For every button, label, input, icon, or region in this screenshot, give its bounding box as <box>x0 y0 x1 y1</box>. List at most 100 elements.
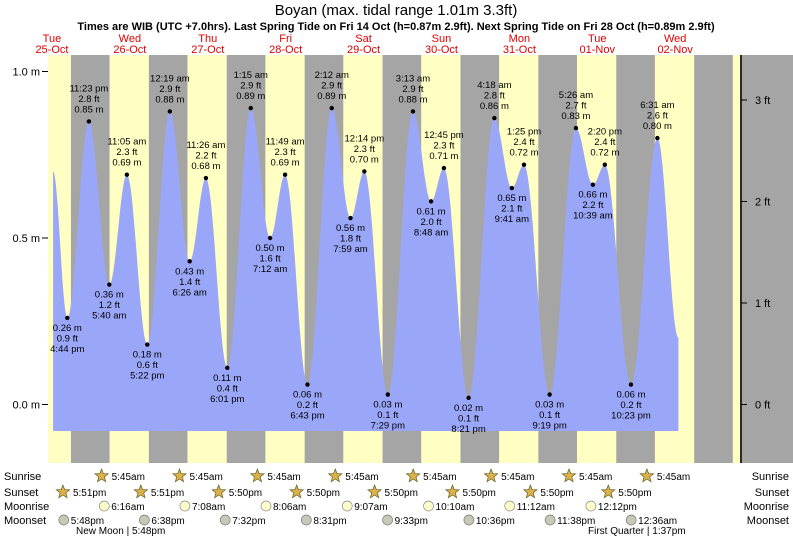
moonset-icon <box>463 514 475 526</box>
high-tide-label: 0.72 m <box>590 148 619 159</box>
low-tide-label: 0.18 m <box>133 350 162 361</box>
date-label: 29-Oct <box>347 44 380 56</box>
high-tide-label: 2:20 pm <box>588 127 622 138</box>
moonset-icon <box>58 514 70 526</box>
moonrise-icon <box>98 500 110 512</box>
tide-point <box>107 282 112 287</box>
day-of-week-label: Fri <box>279 33 292 45</box>
low-tide-label: 0.43 m <box>175 266 204 277</box>
moonrise-time: 7:08am <box>192 502 225 513</box>
tide-point <box>282 172 288 177</box>
moonset-time: 6:38pm <box>151 516 184 527</box>
date-label: 28-Oct <box>269 44 302 56</box>
tide-point <box>187 259 192 264</box>
sunrise-time: 5:45am <box>423 472 456 483</box>
sunrise-time: 5:45am <box>579 472 612 483</box>
sunset-time: 5:51pm <box>73 488 106 499</box>
moonrise-time: 10:10am <box>436 502 475 513</box>
high-tide-label: 12:14 pm <box>345 133 385 144</box>
high-tide-label: 4:18 am <box>477 80 511 91</box>
low-tide-label: 0.2 ft <box>297 400 318 411</box>
sunrise-time: 5:45am <box>501 472 534 483</box>
sunset-time: 5:50pm <box>385 488 418 499</box>
moon-phase-label: New Moon | 5:48pm <box>76 526 165 537</box>
moonset-icon <box>300 514 312 526</box>
tide-point <box>225 365 230 371</box>
low-tide-label: 0.9 ft <box>57 333 78 344</box>
high-tide-label: 0.88 m <box>155 94 184 105</box>
tide-point <box>492 115 497 121</box>
low-tide-label: 2.1 ft <box>501 204 522 215</box>
tide-point <box>602 162 608 167</box>
low-tide-label: 0.36 m <box>95 290 124 301</box>
moonrise-time: 8:06am <box>273 502 306 513</box>
row-label-left: Sunrise <box>4 471 41 483</box>
tide-point <box>521 162 527 167</box>
day-of-week-label: Mon <box>509 33 530 45</box>
low-tide-label: 7:12 am <box>253 264 287 275</box>
y-left-tick-label: 1.0 m <box>12 67 40 79</box>
low-tide-label: 1.2 ft <box>99 300 120 311</box>
high-tide-label: 0.89 m <box>317 91 346 102</box>
low-tide-label: 0.02 m <box>454 403 483 414</box>
sunrise-icon <box>561 468 577 483</box>
high-tide-label: 2.2 ft <box>195 151 216 162</box>
tide-point <box>655 135 660 141</box>
moonset-icon <box>625 514 637 526</box>
chart-subtitle: Times are WIB (UTC +7.0hrs). Last Spring… <box>77 21 715 33</box>
tide-point <box>441 165 447 171</box>
low-tide-label: 0.56 m <box>336 223 365 234</box>
high-tide-label: 2.9 ft <box>159 84 180 95</box>
moonset-time: 7:32pm <box>232 516 265 527</box>
moonset-icon <box>219 514 231 526</box>
day-of-week-label: Thu <box>198 33 217 45</box>
low-tide-label: 6:26 am <box>173 287 207 298</box>
sunset-time: 5:50pm <box>229 488 262 499</box>
high-tide-label: 11:26 am <box>186 140 225 151</box>
tide-point <box>547 392 552 397</box>
date-label: 27-Oct <box>191 44 224 56</box>
sunset-icon <box>600 484 616 499</box>
low-tide-label: 1.8 ft <box>340 234 361 245</box>
tide-point <box>573 125 579 131</box>
high-tide-label: 1:15 am <box>234 70 268 81</box>
moonset-time: 10:36pm <box>476 516 515 527</box>
chart-title: Boyan (max. tidal range 1.01m 3.3ft) <box>275 2 518 19</box>
moonset-time: 8:31pm <box>313 516 346 527</box>
moonrise-icon <box>504 500 516 512</box>
y-left-tick-label: 0.5 m <box>12 233 40 245</box>
tide-point <box>65 315 70 321</box>
low-tide-label: 0.1 ft <box>539 410 560 421</box>
high-tide-label: 1:25 pm <box>507 127 541 138</box>
moonset-icon <box>139 514 150 526</box>
tide-point <box>362 169 367 174</box>
sunset-icon <box>133 484 149 499</box>
low-tide-label: 5:22 pm <box>130 371 164 382</box>
tide-point <box>410 109 416 114</box>
high-tide-label: 2.8 ft <box>78 94 99 105</box>
tide-point <box>509 185 515 191</box>
row-label-left: Sunset <box>4 487 38 499</box>
high-tide-label: 2.4 ft <box>594 137 615 148</box>
high-tide-label: 2.8 ft <box>484 91 505 102</box>
high-tide-label: 0.69 m <box>112 158 141 169</box>
date-label: 30-Oct <box>425 44 458 56</box>
moonset-icon <box>382 514 393 526</box>
row-label-left: Moonset <box>4 515 46 527</box>
high-tide-label: 0.80 m <box>643 121 672 132</box>
y-left-tick-label: 0.0 m <box>12 400 40 412</box>
tide-point <box>267 235 273 241</box>
high-tide-label: 2.3 ft <box>433 141 454 152</box>
day-of-week-label: Tue <box>43 33 62 45</box>
sunset-time: 5:50pm <box>540 488 573 499</box>
y-right-tick-label: 2 ft <box>755 197 770 209</box>
low-tide-label: 0.61 m <box>417 206 446 217</box>
sunset-icon <box>211 484 227 499</box>
tide-point <box>329 105 334 111</box>
sunset-time: 5:50pm <box>618 488 651 499</box>
low-tide-label: 8:21 pm <box>451 424 485 435</box>
tide-point <box>428 199 434 204</box>
high-tide-label: 2:12 am <box>315 70 349 81</box>
low-tide-label: 0.26 m <box>53 323 82 334</box>
